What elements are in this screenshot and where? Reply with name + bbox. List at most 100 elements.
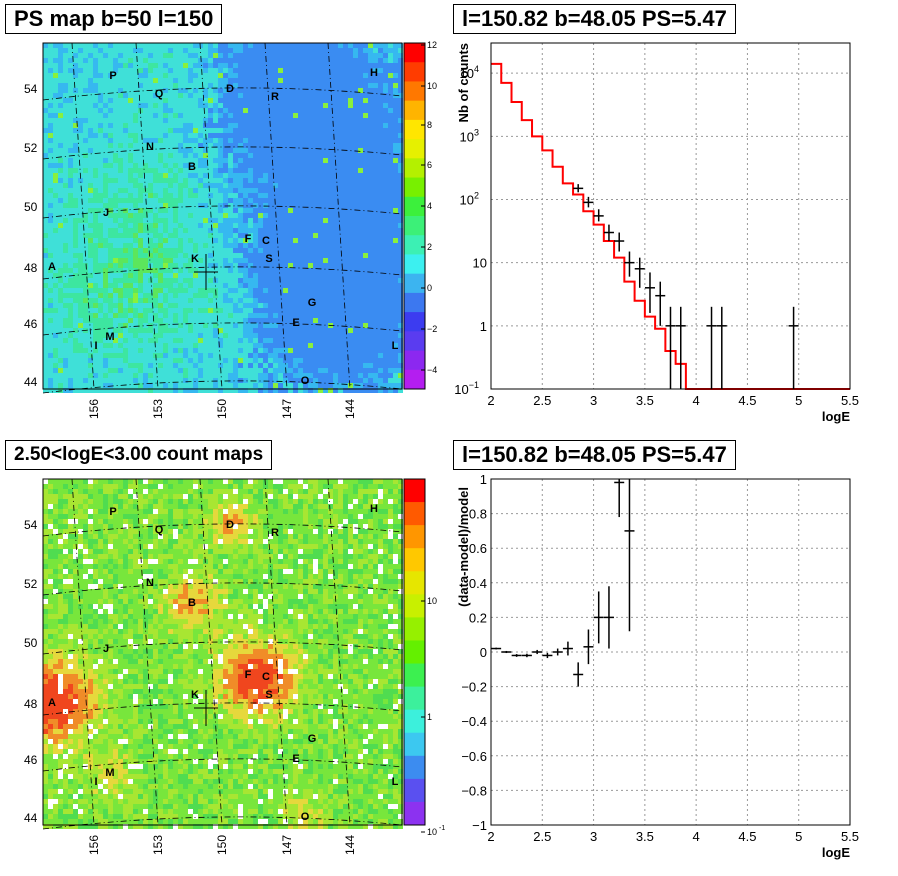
ps-map-pixel xyxy=(383,173,388,178)
ps-map-pixel xyxy=(123,383,128,388)
ps-map-pixel xyxy=(323,373,328,378)
ps-map-pixel xyxy=(68,133,73,138)
ps-map-pixel xyxy=(198,138,203,143)
ps-map-pixel xyxy=(288,223,293,228)
ps-map-pixel xyxy=(183,273,188,278)
ps-map-pixel xyxy=(293,218,298,223)
ps-map-pixel xyxy=(168,203,173,208)
ps-map-pixel xyxy=(208,108,213,113)
ps-map-pixel xyxy=(398,143,403,148)
ps-map-pixel xyxy=(233,213,238,218)
ps-map-pixel xyxy=(198,213,203,218)
ps-map-pixel xyxy=(358,293,363,298)
ps-map-pixel xyxy=(298,58,303,63)
ps-map-pixel xyxy=(338,373,343,378)
ps-map-pixel xyxy=(223,383,228,388)
ps-map-pixel xyxy=(143,283,148,288)
ps-map-pixel xyxy=(73,188,78,193)
ps-map-pixel xyxy=(123,243,128,248)
ps-map-pixel xyxy=(218,233,223,238)
ps-map-pixel xyxy=(158,68,163,73)
ps-map-pixel xyxy=(388,388,393,393)
ps-map-pixel xyxy=(73,148,78,153)
ps-map-pixel xyxy=(83,198,88,203)
ps-map-pixel xyxy=(298,253,303,258)
ps-map-pixel xyxy=(53,233,58,238)
ps-map-pixel xyxy=(298,48,303,53)
ps-map-pixel xyxy=(218,198,223,203)
ps-map-pixel xyxy=(158,343,163,348)
ps-map-pixel xyxy=(153,328,158,333)
ps-map-pixel xyxy=(178,268,183,273)
ps-map-pixel xyxy=(258,123,263,128)
ps-map-pixel xyxy=(228,143,233,148)
ps-map-pixel xyxy=(258,233,263,238)
ps-map-pixel xyxy=(273,253,278,258)
ps-map-pixel xyxy=(343,233,348,238)
ps-map-pixel xyxy=(368,183,373,188)
ps-map-pixel xyxy=(138,228,143,233)
ps-map-pixel xyxy=(278,223,283,228)
ps-map-pixel xyxy=(353,148,358,153)
ps-map-pixel xyxy=(113,353,118,358)
ps-map-pixel xyxy=(303,148,308,153)
ps-map-pixel xyxy=(143,358,148,363)
ps-map-pixel xyxy=(223,363,228,368)
ps-map-pixel xyxy=(198,273,203,278)
ps-map-pixel xyxy=(83,383,88,388)
ps-map-pixel xyxy=(238,173,243,178)
ps-map-pixel xyxy=(328,108,333,113)
ps-map-pixel xyxy=(248,183,253,188)
ps-map-pixel xyxy=(288,218,293,223)
ps-map-pixel xyxy=(268,378,273,383)
ps-map-pixel xyxy=(393,188,398,193)
ps-map-pixel xyxy=(133,183,138,188)
ps-map-pixel xyxy=(308,88,313,93)
ps-map-pixel xyxy=(353,88,358,93)
ps-map-pixel xyxy=(128,223,133,228)
ps-map-pixel xyxy=(113,123,118,128)
ps-map-pixel xyxy=(178,68,183,73)
ps-map-pixel xyxy=(68,228,73,233)
ps-map-pixel xyxy=(308,328,313,333)
ps-map-pixel xyxy=(228,358,233,363)
ps-map-pixel xyxy=(53,353,58,358)
ps-map-pixel xyxy=(313,68,318,73)
ps-map-pixel xyxy=(253,268,258,273)
ps-map-pixel xyxy=(128,253,133,258)
ps-map-pixel xyxy=(228,368,233,373)
ps-map-pixel xyxy=(193,273,198,278)
ps-map-pixel xyxy=(113,128,118,133)
ps-map-pixel xyxy=(248,358,253,363)
ps-map-pixel xyxy=(68,213,73,218)
ps-map-pixel xyxy=(58,233,63,238)
ps-map-pixel xyxy=(268,63,273,68)
ps-map-pixel xyxy=(233,288,238,293)
ps-map-pixel xyxy=(333,333,338,338)
ps-map-pixel xyxy=(363,83,368,88)
ps-map-pixel xyxy=(153,118,158,123)
ps-map-pixel xyxy=(53,158,58,163)
ps-map-pixel xyxy=(393,108,398,113)
ps-map-pixel xyxy=(113,233,118,238)
ps-map-pixel xyxy=(363,368,368,373)
ps-map-pixel xyxy=(163,343,168,348)
ps-map-pixel xyxy=(288,183,293,188)
ps-map-pixel xyxy=(148,158,153,163)
ps-map-pixel xyxy=(128,43,133,48)
ps-map-pixel xyxy=(228,163,233,168)
ps-map-pixel xyxy=(203,88,208,93)
ps-map-pixel xyxy=(333,48,338,53)
ps-map-pixel xyxy=(383,263,388,268)
ps-map-pixel xyxy=(338,113,343,118)
ps-map-pixel xyxy=(103,303,108,308)
ps-map-pixel xyxy=(288,173,293,178)
ps-map-pixel xyxy=(113,178,118,183)
ps-map-pixel xyxy=(263,278,268,283)
ps-map-pixel xyxy=(298,78,303,83)
ps-map-pixel xyxy=(123,253,128,258)
ps-map-pixel xyxy=(388,318,393,323)
ps-map-pixel xyxy=(213,108,218,113)
ps-map-pixel xyxy=(98,238,103,243)
ps-map-pixel xyxy=(118,148,123,153)
